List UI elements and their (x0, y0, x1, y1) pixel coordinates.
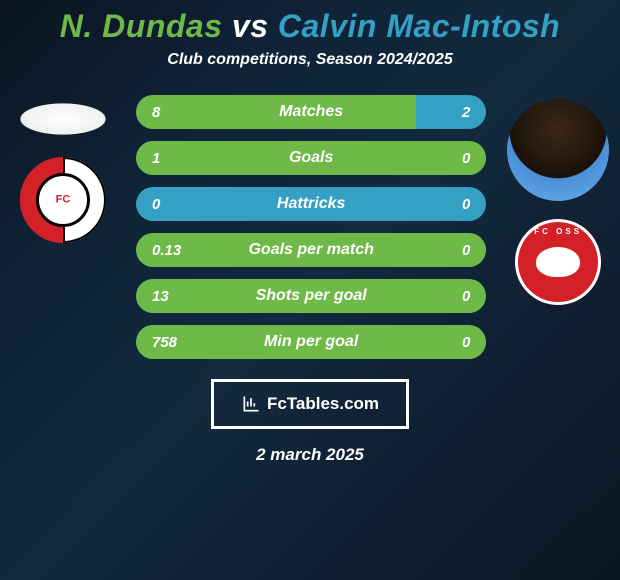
stat-label: Goals (136, 149, 486, 167)
vs-text: vs (232, 8, 269, 44)
main-row: FC 8Matches21Goals00Hattricks00.13Goals … (0, 95, 620, 359)
stat-label: Shots per goal (136, 287, 486, 305)
player1-name: N. Dundas (60, 8, 223, 44)
watermark: FcTables.com (211, 379, 409, 429)
stat-row: 758Min per goal0 (136, 325, 486, 359)
subtitle: Club competitions, Season 2024/2025 (0, 51, 620, 69)
club-logo-text: FC (56, 195, 71, 206)
right-column: FC OSS (504, 95, 612, 305)
stat-row: 1Goals0 (136, 141, 486, 175)
stat-value-right: 2 (462, 104, 470, 121)
watermark-text: FcTables.com (267, 394, 379, 414)
comparison-title: N. Dundas vs Calvin Mac-Intosh (0, 8, 620, 45)
stat-value-right: 0 (462, 196, 470, 213)
stat-value-right: 0 (462, 288, 470, 305)
club-logo-text: FC OSS (515, 227, 601, 236)
player2-club-logo: FC OSS (515, 219, 601, 305)
stats-column: 8Matches21Goals00Hattricks00.13Goals per… (136, 95, 486, 359)
stat-label: Hattricks (136, 195, 486, 213)
stat-value-right: 0 (462, 334, 470, 351)
stat-value-right: 0 (462, 150, 470, 167)
player2-photo (507, 99, 609, 201)
left-column: FC (8, 95, 118, 243)
stat-label: Matches (136, 103, 486, 121)
stat-row: 8Matches2 (136, 95, 486, 129)
player1-photo (8, 99, 118, 139)
stat-row: 13Shots per goal0 (136, 279, 486, 313)
player1-club-logo: FC (20, 157, 106, 243)
card: N. Dundas vs Calvin Mac-Intosh Club comp… (0, 0, 620, 580)
player2-name: Calvin Mac-Intosh (278, 8, 560, 44)
stat-row: 0Hattricks0 (136, 187, 486, 221)
date-text: 2 march 2025 (0, 445, 620, 465)
stat-label: Min per goal (136, 333, 486, 351)
stat-label: Goals per match (136, 241, 486, 259)
chart-icon (241, 394, 261, 414)
stat-row: 0.13Goals per match0 (136, 233, 486, 267)
bull-icon (536, 247, 580, 277)
stat-value-right: 0 (462, 242, 470, 259)
